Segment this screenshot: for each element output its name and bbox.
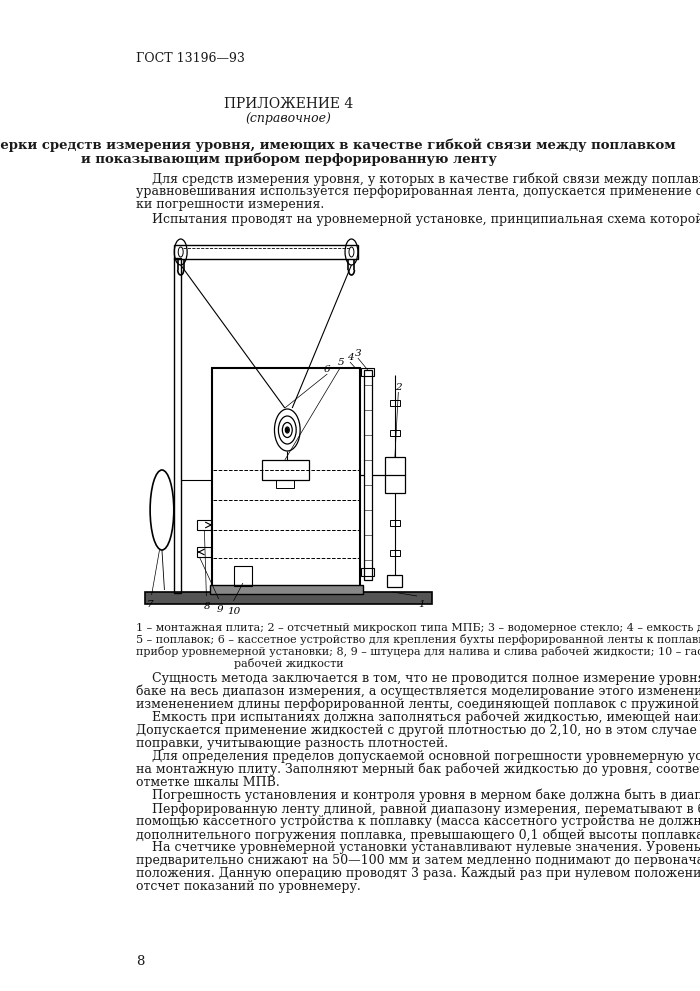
Text: 7: 7 bbox=[146, 600, 153, 609]
Text: 2: 2 bbox=[395, 383, 402, 392]
Text: 1 – монтажная плита; 2 – отсчетный микроскоп типа МПБ; 3 – водомерное стекло; 4 : 1 – монтажная плита; 2 – отсчетный микро… bbox=[136, 622, 700, 633]
Bar bbox=[262, 460, 309, 480]
Text: на монтажную плиту. Заполняют мерный бак рабочей жидкостью до уровня, соответств: на монтажную плиту. Заполняют мерный бак… bbox=[136, 763, 700, 777]
Text: ГОСТ 13196—93: ГОСТ 13196—93 bbox=[136, 52, 245, 65]
Text: Испытания проводят на уровнемерной установке, принципиальная схема которой приве: Испытания проводят на уровнемерной устан… bbox=[136, 213, 700, 226]
Bar bbox=[234, 566, 252, 586]
Text: 8: 8 bbox=[204, 602, 211, 611]
Text: баке на весь диапазон измерения, а осуществляется моделирование этого изменения : баке на весь диапазон измерения, а осуще… bbox=[136, 685, 700, 699]
Text: 10: 10 bbox=[227, 607, 240, 616]
Bar bbox=[174, 258, 181, 593]
Text: 1  Метод поверки средств измерения уровня, имеющих в качестве гибкой связи между: 1 Метод поверки средств измерения уровня… bbox=[0, 138, 676, 152]
Text: прибор уровнемерной установки; 8, 9 – штуцера для налива и слива рабочей жидкост: прибор уровнемерной установки; 8, 9 – шт… bbox=[136, 646, 700, 657]
Text: отметке шкалы МПВ.: отметке шкалы МПВ. bbox=[136, 776, 279, 789]
Text: 8: 8 bbox=[136, 955, 144, 968]
Text: Для определения пределов допускаемой основной погрешности уровнемерную установку: Для определения пределов допускаемой осн… bbox=[136, 750, 700, 763]
Bar bbox=[210, 585, 363, 594]
Bar bbox=[390, 550, 400, 556]
Text: дополнительного погружения поплавка, превышающего 0,1 общей высоты поплавка).: дополнительного погружения поплавка, пре… bbox=[136, 828, 700, 841]
Text: 5 – поплавок; 6 – кассетное устройство для крепления бухты перфорированной ленты: 5 – поплавок; 6 – кассетное устройство д… bbox=[136, 634, 700, 645]
Text: 9: 9 bbox=[216, 605, 223, 614]
Bar bbox=[212, 368, 360, 588]
Circle shape bbox=[286, 428, 288, 432]
Text: Емкость при испытаниях должна заполняться рабочей жидкостью, имеющей наименьшую : Емкость при испытаниях должна заполнятьс… bbox=[136, 711, 700, 724]
Bar bbox=[276, 480, 294, 488]
Bar bbox=[385, 457, 405, 493]
Bar bbox=[197, 547, 211, 557]
Bar bbox=[145, 592, 432, 604]
Text: измененением длины перфорированной ленты, соединяющей поплавок с пружиной уравно: измененением длины перфорированной ленты… bbox=[136, 698, 700, 711]
Bar bbox=[390, 400, 400, 406]
Text: рабочей жидкости: рабочей жидкости bbox=[234, 658, 344, 669]
Bar bbox=[364, 370, 372, 580]
Bar bbox=[174, 245, 358, 259]
Text: Допускается применение жидкостей с другой плотностью до 2,10, но в этом случае в: Допускается применение жидкостей с друго… bbox=[136, 724, 700, 737]
Bar bbox=[390, 430, 400, 436]
Text: 4: 4 bbox=[346, 353, 354, 362]
Text: отсчет показаний по уровнемеру.: отсчет показаний по уровнемеру. bbox=[136, 880, 360, 893]
Text: помощью кассетного устройства к поплавку (масса кассетного устройства не должна : помощью кассетного устройства к поплавку… bbox=[136, 815, 700, 828]
Text: 6: 6 bbox=[324, 365, 330, 374]
Text: Погрешность установления и контроля уровня в мерном баке должна быть в диапазоне: Погрешность установления и контроля уров… bbox=[136, 789, 700, 803]
Bar bbox=[361, 568, 374, 576]
Text: и показывающим прибором перфорированную ленту: и показывающим прибором перфорированную … bbox=[80, 153, 497, 166]
Text: 1: 1 bbox=[419, 600, 426, 609]
Bar bbox=[390, 520, 400, 526]
Text: Сущность метода заключается в том, что не проводится полное измерение уровня жид: Сущность метода заключается в том, что н… bbox=[136, 672, 700, 685]
Bar bbox=[388, 575, 402, 587]
Text: На счетчике уровнемерной установки устанавливают нулевые значения. Уровень в мер: На счетчике уровнемерной установки устан… bbox=[136, 841, 700, 854]
Text: (справочное): (справочное) bbox=[246, 112, 332, 125]
Bar bbox=[361, 368, 374, 376]
Text: Для средств измерения уровня, у которых в качестве гибкой связи между поплавком : Для средств измерения уровня, у которых … bbox=[136, 172, 700, 185]
Text: уравновешивания используется перфорированная лента, допускается применение следу: уравновешивания используется перфорирова… bbox=[136, 185, 700, 198]
Text: Перфорированную ленту длиной, равной диапазону измерения, перематывают в бухту и: Перфорированную ленту длиной, равной диа… bbox=[136, 802, 700, 816]
Bar bbox=[197, 520, 211, 530]
Text: 5: 5 bbox=[337, 358, 344, 367]
Text: ки погрешности измерения.: ки погрешности измерения. bbox=[136, 198, 324, 211]
Text: положения. Данную операцию проводят 3 раза. Каждый раз при нулевом положении уро: положения. Данную операцию проводят 3 ра… bbox=[136, 867, 700, 880]
Text: 3: 3 bbox=[355, 349, 361, 358]
Text: поправки, учитывающие разность плотностей.: поправки, учитывающие разность плотносте… bbox=[136, 737, 448, 750]
Text: предварительно снижают на 50—100 мм и затем медленно поднимают до первоначальног: предварительно снижают на 50—100 мм и за… bbox=[136, 854, 700, 867]
Text: ПРИЛОЖЕНИЕ 4: ПРИЛОЖЕНИЕ 4 bbox=[224, 97, 354, 111]
